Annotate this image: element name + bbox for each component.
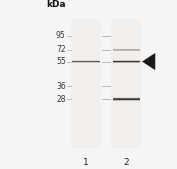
Text: 95: 95 — [56, 31, 66, 40]
Text: 72: 72 — [56, 45, 66, 54]
Bar — [111, 19, 141, 148]
Text: 2: 2 — [123, 158, 129, 167]
Text: 55: 55 — [56, 57, 66, 66]
Text: 1: 1 — [83, 158, 89, 167]
Text: 28: 28 — [56, 95, 66, 104]
Text: 36: 36 — [56, 82, 66, 91]
Bar — [71, 19, 101, 148]
Text: kDa: kDa — [46, 1, 66, 9]
Polygon shape — [142, 53, 155, 70]
